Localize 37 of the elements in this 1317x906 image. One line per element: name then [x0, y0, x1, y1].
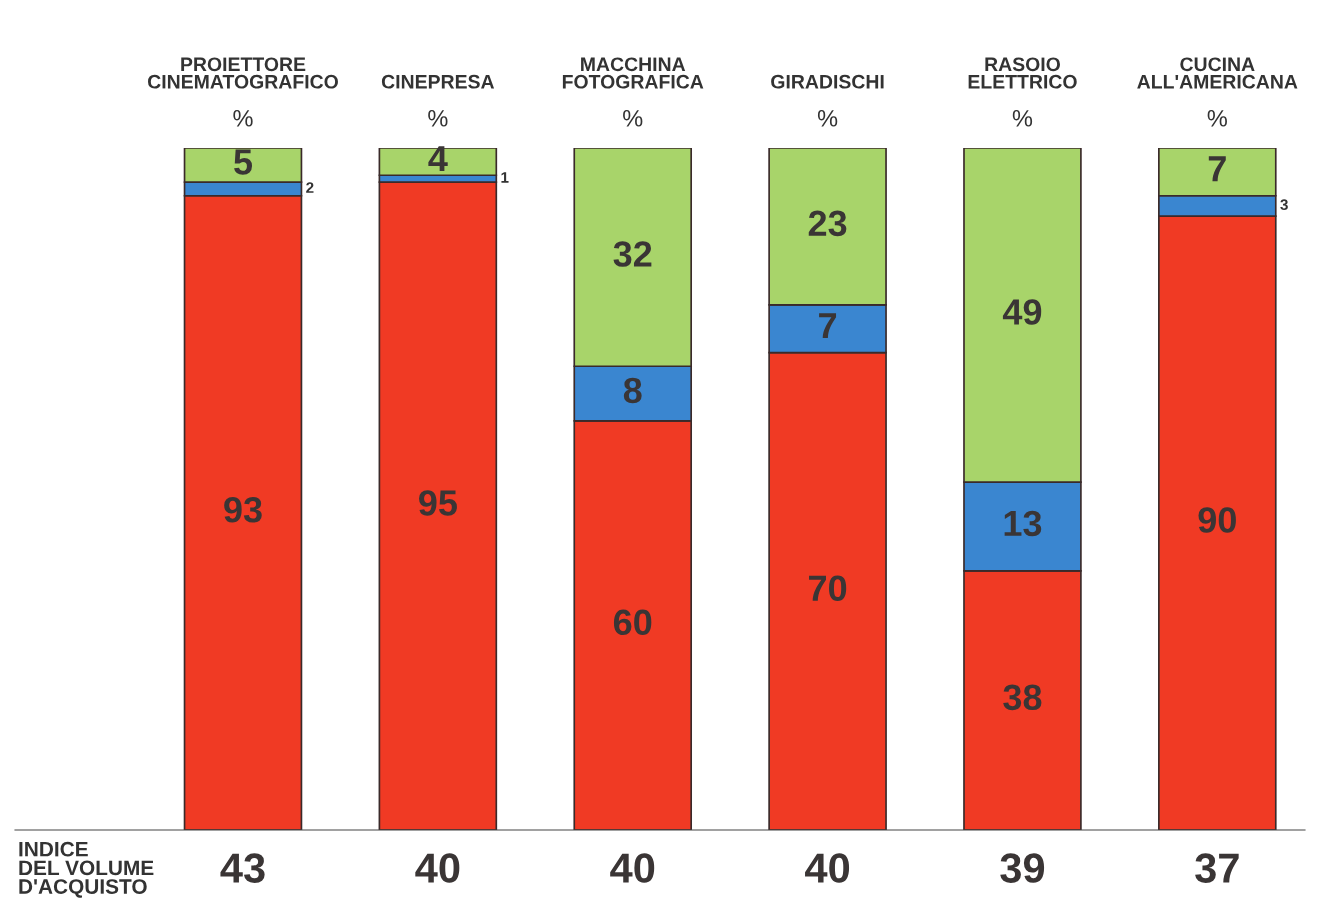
data-label: 60: [613, 609, 652, 636]
text: %: [1012, 110, 1033, 127]
data-label: 49: [1002, 299, 1042, 325]
text: INDICE DEL VOLUME D'ACQUISTO: [19, 841, 154, 898]
text: %: [428, 110, 448, 127]
data-label: 1: [501, 172, 509, 183]
data-label: 23: [808, 210, 847, 237]
data-label: 95: [419, 490, 457, 516]
text: 43: [220, 853, 265, 883]
data-label: 90: [1198, 507, 1236, 533]
text: 37: [1195, 853, 1239, 883]
data-label: 8: [623, 377, 642, 404]
data-label: 38: [1003, 684, 1042, 711]
text: %: [623, 110, 643, 127]
text: 40: [415, 853, 460, 883]
x-tick-label: GIRADISCHI: [771, 74, 884, 89]
text: %: [1207, 110, 1227, 127]
x-tick-label: RASOIO ELETTRICO: [968, 57, 1077, 89]
x-tick-label: PROIETTORE CINEMATOGRAFICO: [148, 57, 338, 89]
text: %: [817, 110, 838, 127]
x-tick-label: CINEPRESA: [381, 74, 495, 89]
data-label: 32: [613, 241, 652, 267]
data-label: 4: [428, 146, 448, 171]
text: %: [233, 110, 253, 127]
text: 40: [805, 853, 850, 883]
data-label: 7: [1208, 156, 1226, 182]
data-label: 7: [819, 313, 837, 339]
x-tick-label: MACCHINA FOTOGRAFICA: [562, 57, 704, 89]
data-label: 5: [234, 149, 253, 175]
text: 39: [1000, 853, 1045, 883]
x-tick-label: CUCINA ALL'AMERICANA: [1137, 57, 1298, 89]
data-label: 2: [306, 182, 314, 193]
text: 40: [610, 853, 655, 883]
data-label: 93: [224, 496, 262, 523]
data-label: 13: [1004, 510, 1042, 537]
data-label: 3: [1280, 199, 1288, 211]
data-label: 70: [809, 575, 847, 601]
